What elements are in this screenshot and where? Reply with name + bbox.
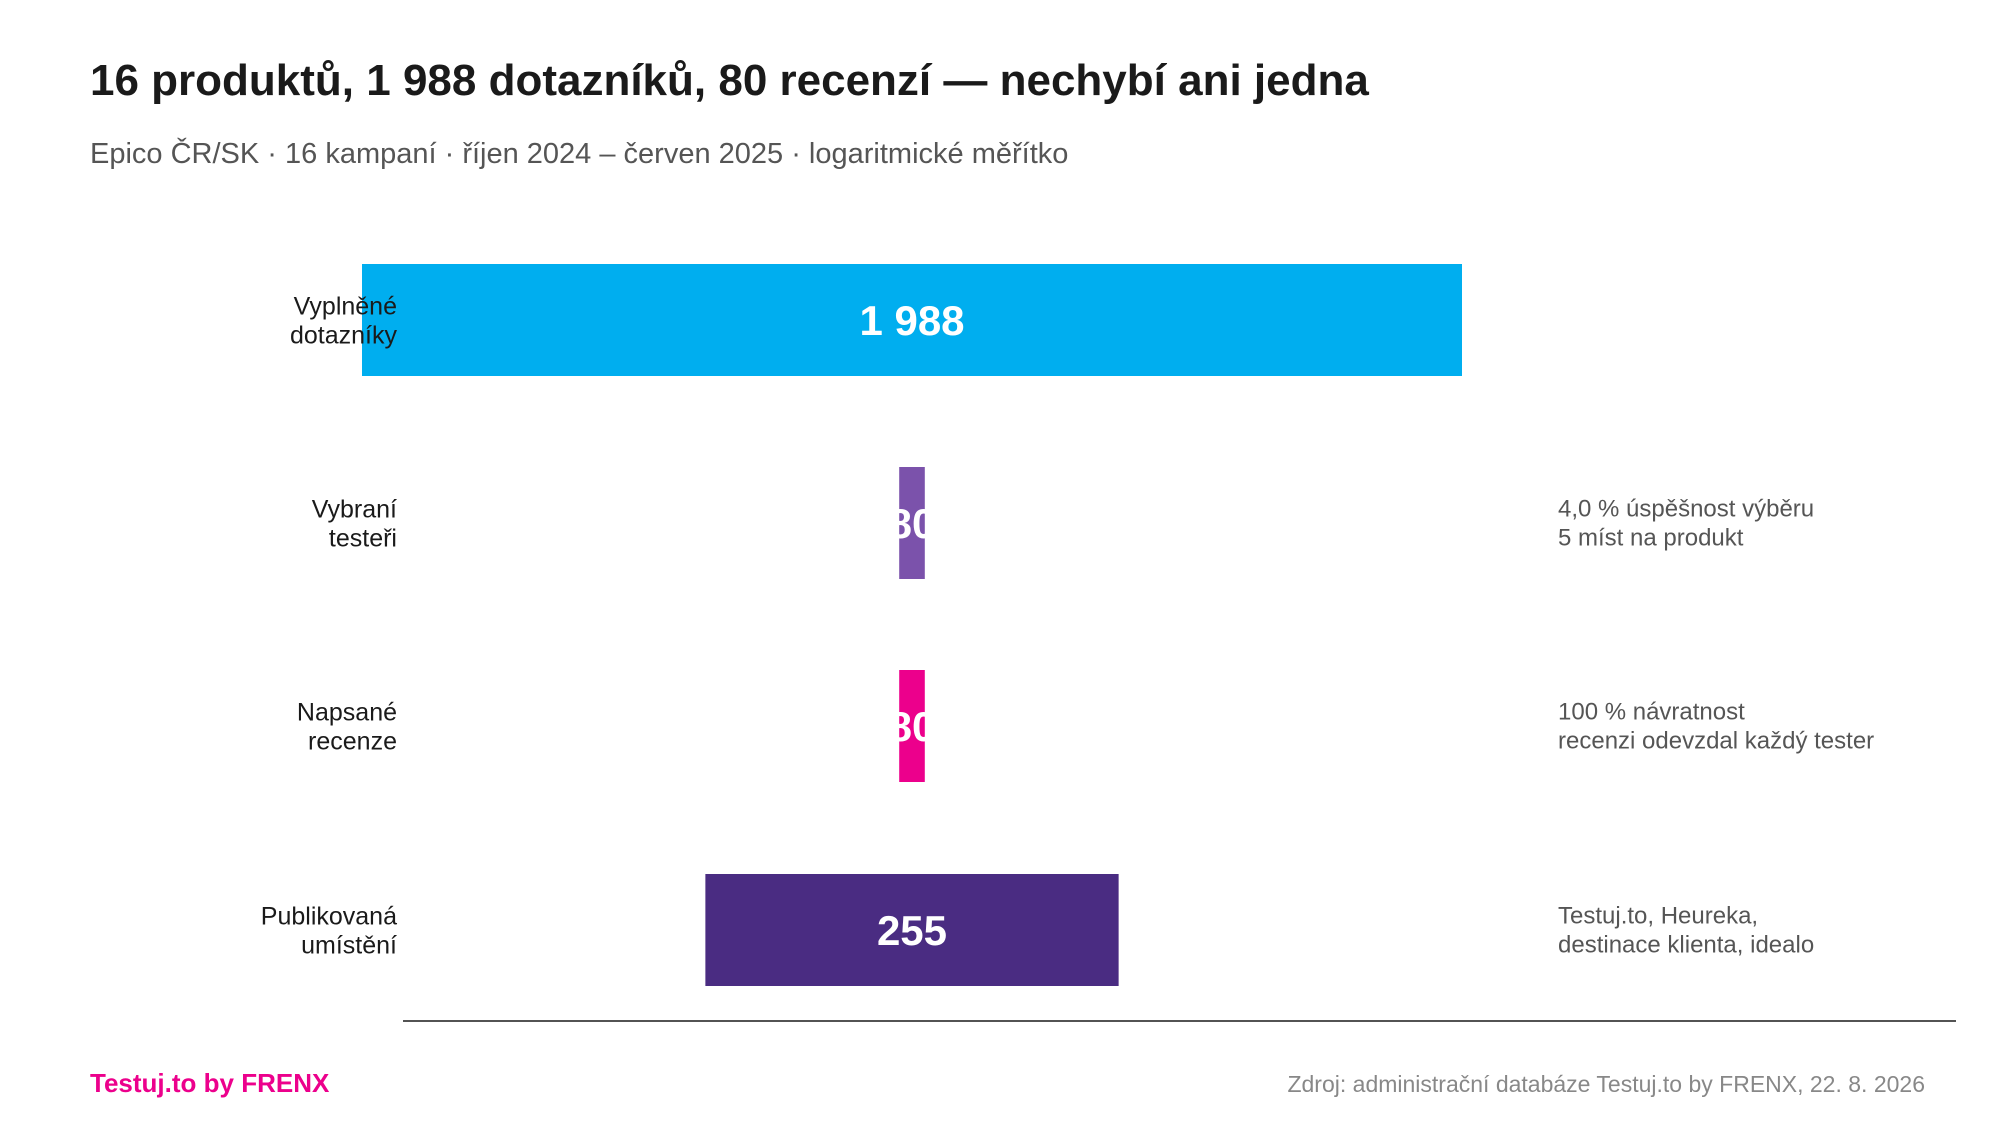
category-label: dotazníky [290, 322, 398, 350]
annotation-text: 5 míst na produkt [1558, 525, 1744, 552]
bar-value-label: 80 [889, 703, 936, 750]
bar [362, 264, 1462, 376]
annotation-text: destinace klienta, idealo [1558, 932, 1814, 959]
bar [899, 467, 925, 579]
bar [899, 670, 925, 782]
source-note: Zdroj: administrační databáze Testuj.to … [1287, 1071, 1925, 1097]
bar-value-label: 80 [889, 500, 936, 547]
category-label: umístění [301, 932, 397, 960]
annotation-text: recenzi odevzdal každý tester [1558, 728, 1874, 755]
annotation-text: Testuj.to, Heureka, [1558, 903, 1758, 930]
annotation-text: 100 % návratnost [1558, 699, 1745, 726]
chart-subtitle: Epico ČR/SK · 16 kampaní · říjen 2024 – … [90, 138, 1069, 170]
category-label: Publikovaná [261, 903, 397, 931]
category-label: Vybraní [312, 496, 397, 524]
chart-title: 16 produktů, 1 988 dotazníků, 80 recenzí… [90, 56, 1369, 105]
bar [705, 874, 1119, 986]
category-label: testeři [329, 525, 397, 553]
brand-logo-text: Testuj.to by FRENX [90, 1068, 330, 1098]
category-label: Vyplněné [294, 293, 397, 321]
annotation-text: 4,0 % úspěšnost výběru [1558, 496, 1814, 523]
category-label: Napsané [297, 699, 397, 727]
category-label: recenze [308, 728, 397, 756]
bar-value-label: 255 [877, 907, 947, 954]
bar-value-label: 1 988 [859, 297, 964, 344]
